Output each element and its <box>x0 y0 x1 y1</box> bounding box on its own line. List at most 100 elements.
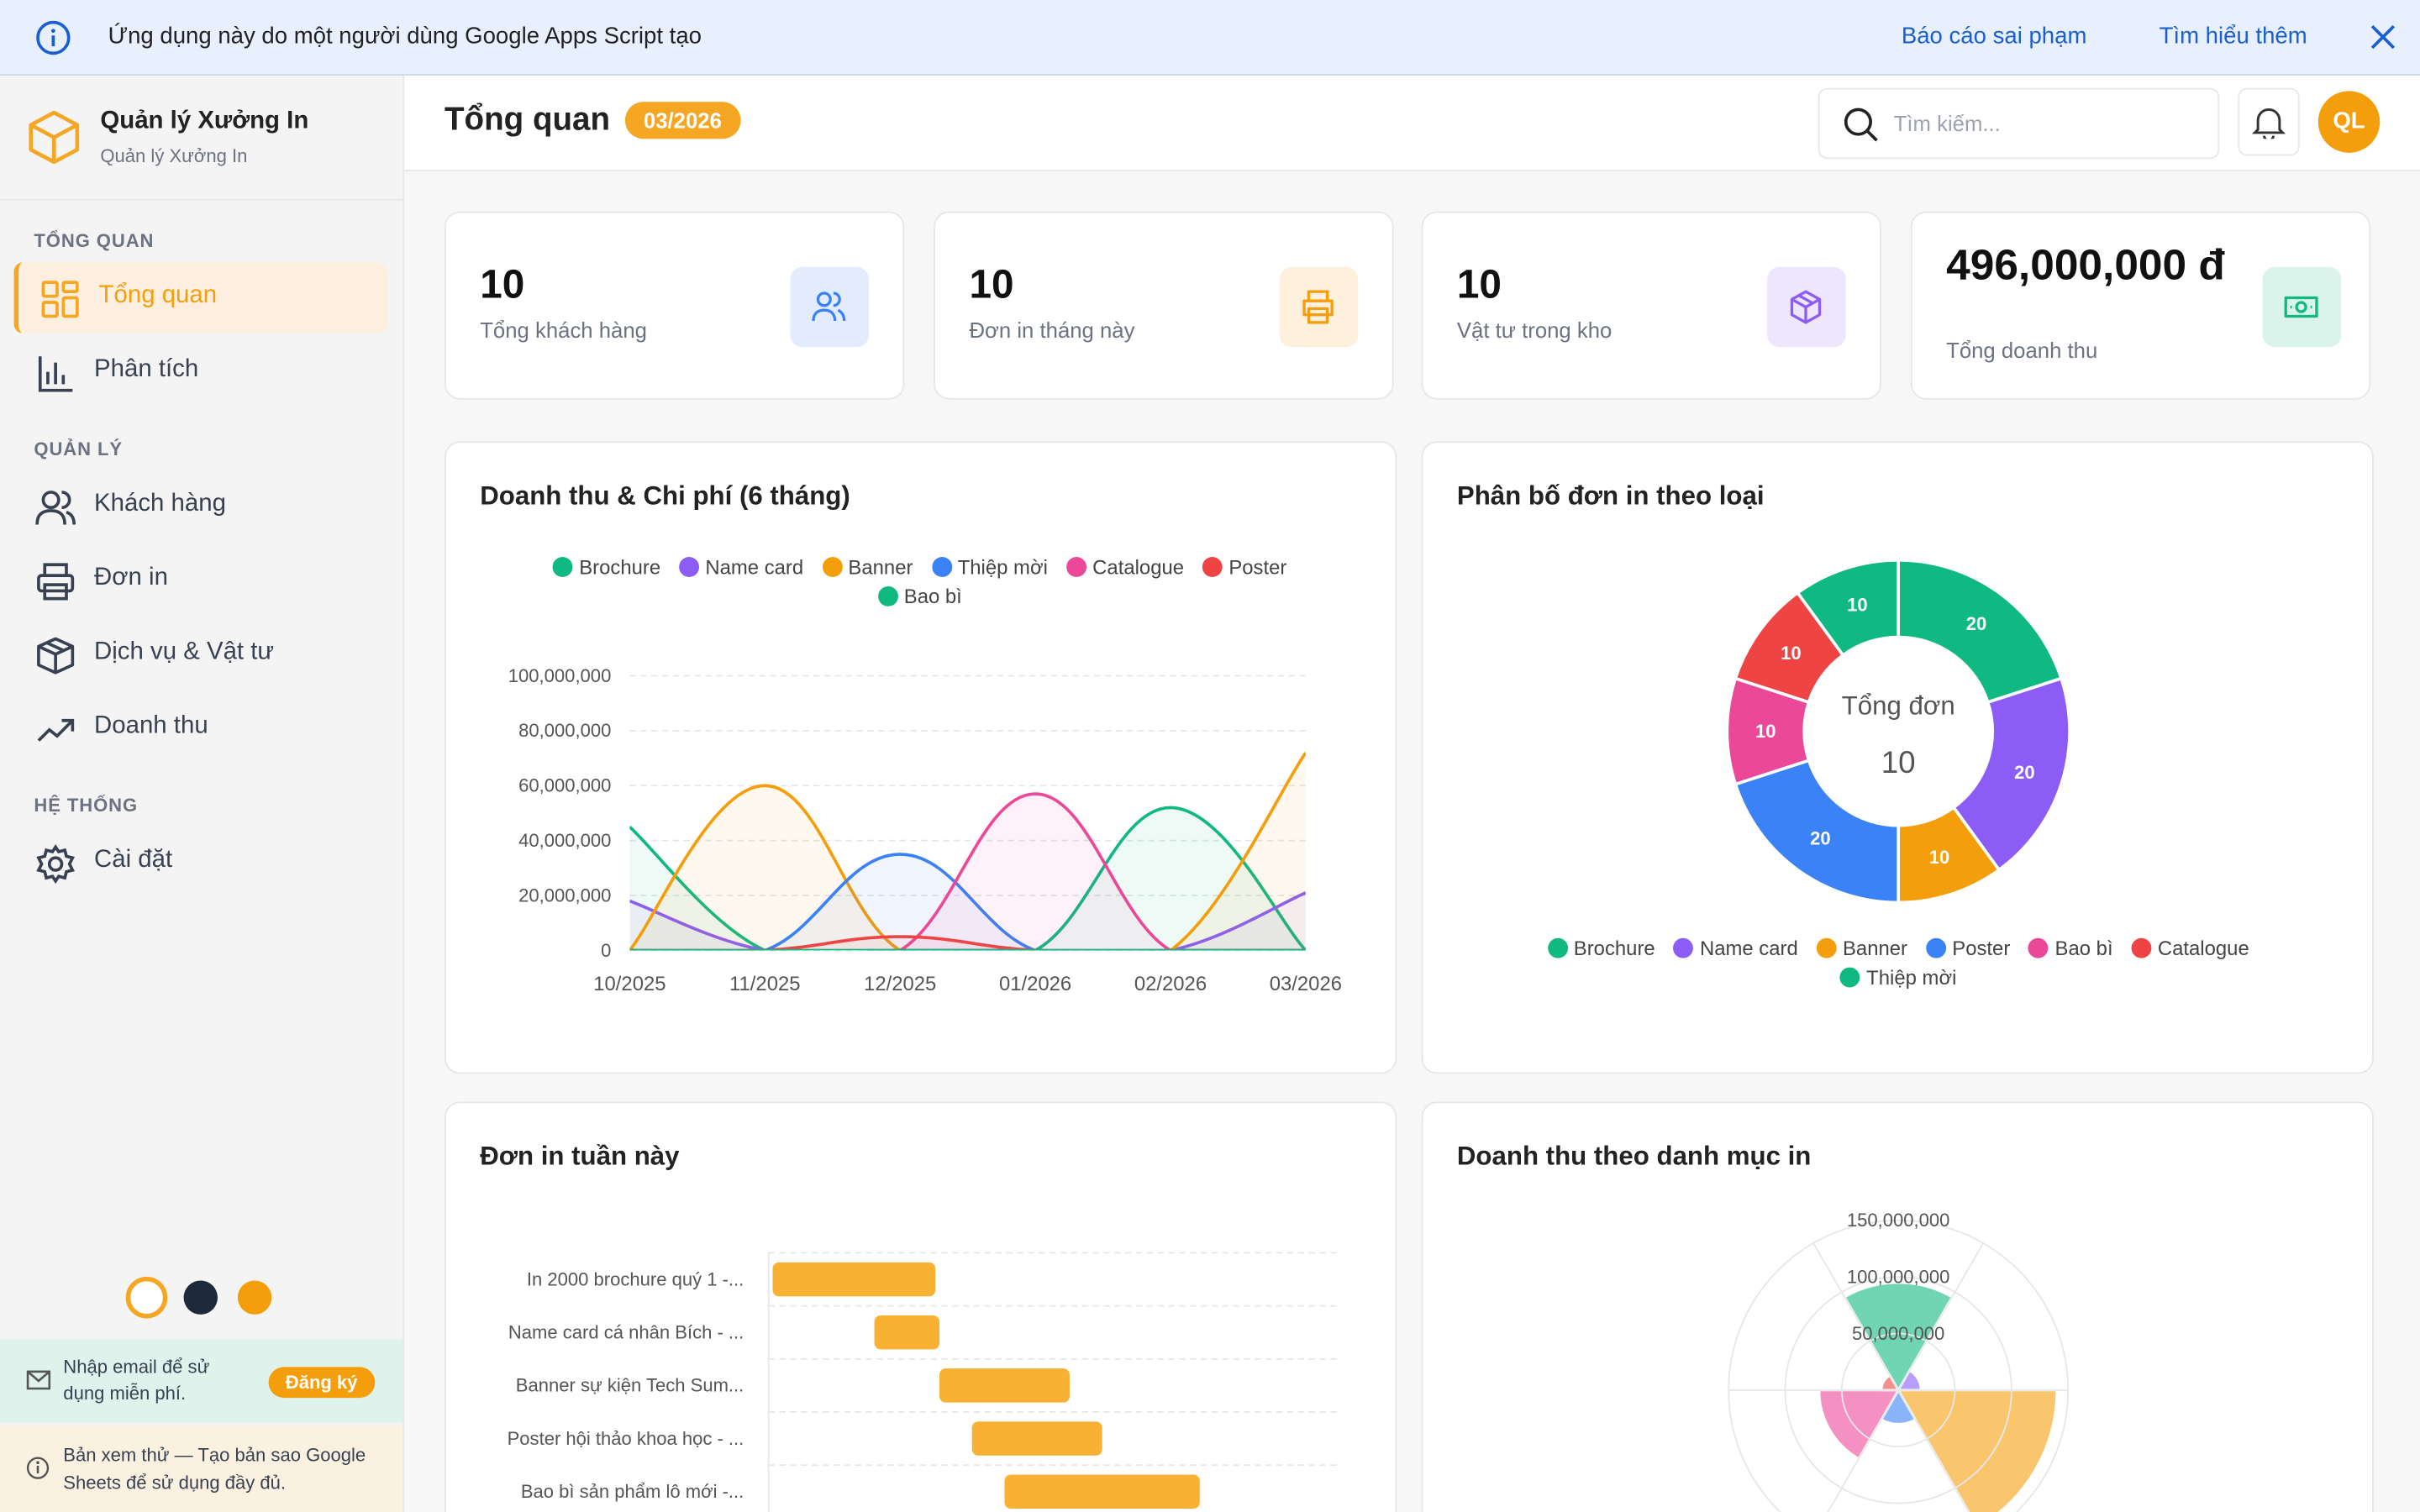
legend-label: Name card <box>1699 936 1798 960</box>
nav-label: Khách hàng <box>94 491 226 517</box>
learn-more-link[interactable]: Tìm hiểu thêm <box>2159 23 2307 50</box>
y-tick-label: Poster hội thảo khoa học - ... <box>508 1428 744 1449</box>
theme-orange[interactable] <box>237 1280 272 1315</box>
info-banner: Ứng dụng này do một người dùng Google Ap… <box>0 0 2420 76</box>
legend-swatch <box>1065 557 1086 577</box>
icon-shape <box>1302 290 1334 324</box>
icon-shape <box>2284 296 2318 318</box>
stat-card: 496,000,000 đ Tổng doanh thu <box>1910 211 2371 400</box>
legend-swatch <box>1839 967 1860 988</box>
legend-label: Thiệp mời <box>957 555 1048 579</box>
brand-title: Quản lý Xưởng In <box>100 108 309 134</box>
series-line <box>629 751 1306 951</box>
nav-item[interactable]: Đơn in <box>14 544 387 615</box>
x-tick-label: 10/2025 <box>593 973 666 995</box>
sidebar: Quản lý Xưởng In Quản lý Xưởng In TỔNG Q… <box>0 76 405 1512</box>
report-link[interactable]: Báo cáo sai phạm <box>1901 23 2087 50</box>
avatar[interactable]: QL <box>2317 91 2381 153</box>
section-title: QUẢN LÝ <box>34 438 124 460</box>
signup-button[interactable]: Đăng ký <box>268 1367 375 1399</box>
theme-light[interactable] <box>125 1276 168 1319</box>
chart: In 2000 brochure quý 1 -... Name card cá … <box>508 1252 1339 1512</box>
legend-label: Banner <box>1843 936 1908 960</box>
nav-item[interactable]: Dịch vụ & Vật tư <box>14 619 387 690</box>
nav-icon <box>35 491 76 525</box>
chart: 0 20,000,000 40,000,000 60,000,000 80,000,00… <box>508 665 1342 995</box>
stat-label: Đơn in tháng này <box>969 318 1135 343</box>
nav-item[interactable]: Tổng quan <box>13 262 388 333</box>
bell-icon <box>2251 108 2286 139</box>
stat-card: 10 Đơn in tháng này <box>934 211 1394 400</box>
stat-icon <box>2262 266 2342 348</box>
chart-title: Doanh thu theo danh mục in <box>1456 1142 1812 1172</box>
period-badge: 03/2026 <box>624 102 740 139</box>
legend-item: Bao bì <box>2028 936 2113 960</box>
series-line <box>629 806 1306 951</box>
legend-label: Catalogue <box>1092 555 1185 579</box>
legend-swatch <box>2131 937 2152 958</box>
y-tick-label: In 2000 brochure quý 1 -... <box>527 1268 744 1289</box>
banner-text: Ứng dụng này do một người dùng Google Ap… <box>108 23 702 50</box>
icon-shape <box>812 291 846 322</box>
legend-label: Bao bì <box>2054 936 2113 960</box>
nav-item[interactable]: Khách hàng <box>14 470 387 541</box>
stat-value: 496,000,000 đ <box>1946 240 2225 289</box>
y-tick-label: 20,000,000 <box>518 885 611 906</box>
angle-line <box>1897 1389 1970 1512</box>
theme-switcher <box>125 1276 272 1319</box>
icon-shape <box>1790 290 1822 324</box>
y-tick-label: Bao bì sản phẩm lô mới -... <box>521 1481 744 1502</box>
close-button[interactable] <box>2369 24 2396 51</box>
nav-item[interactable]: Phân tích <box>14 336 387 407</box>
legend-item: Poster <box>1202 555 1286 579</box>
mail-icon <box>26 1370 51 1390</box>
notification-button[interactable] <box>2238 87 2300 156</box>
chart-title: Doanh thu & Chi phí (6 tháng) <box>480 481 850 511</box>
legend-item: Catalogue <box>1065 555 1185 579</box>
chart-title: Phân bố đơn in theo loại <box>1456 481 1765 511</box>
grid-circle <box>1784 1276 2012 1504</box>
signup-text: Nhập email để sử dụng miễn phí. <box>63 1356 210 1404</box>
notice-text: Bản xem thử — Tạo bản sao Google Sheets … <box>63 1444 366 1494</box>
series-area <box>629 753 1306 951</box>
nav-item[interactable]: Cài đặt <box>14 827 387 897</box>
slice <box>1795 558 1901 658</box>
nav-icon <box>37 563 75 601</box>
legend-item: Thiệp mời <box>931 555 1048 579</box>
legend-item: Thiệp mời <box>1839 966 1956 989</box>
stat-card: 10 Vật tư trong kho <box>1421 211 1881 400</box>
x-tick-label: 02/2026 <box>1134 973 1207 995</box>
legend-label: Banner <box>848 555 913 579</box>
icon <box>812 291 846 322</box>
y-tick-label: 0 <box>601 940 611 961</box>
series-line <box>629 891 1306 951</box>
series-line <box>629 853 1306 951</box>
center-label: Tổng đơn <box>1842 690 1955 720</box>
slice-label: 20 <box>1810 828 1831 849</box>
legend-swatch <box>679 557 700 577</box>
legend-swatch <box>1202 557 1223 577</box>
signup-box: Nhập email để sử dụng miễn phí. Đăng ký <box>0 1339 403 1423</box>
x-tick-label: 03/2026 <box>1270 973 1342 995</box>
legend-swatch <box>931 557 952 577</box>
slice-label: 10 <box>1755 721 1776 742</box>
bar <box>1004 1474 1200 1509</box>
legend-item: Bao bì <box>877 585 962 608</box>
angle-line <box>1897 1242 1984 1391</box>
center-value: 10 <box>1881 745 1916 780</box>
theme-dark[interactable] <box>183 1280 218 1315</box>
chart: 50,000,000 100,000,000 150,000,000 <box>1728 1210 2070 1512</box>
series-area <box>629 854 1306 951</box>
legend-item: Name card <box>679 555 803 579</box>
slice <box>1733 758 1901 905</box>
chart-panel: Phân bố đơn in theo loại 20 20 10 20 10 10 10 Tổ… <box>1421 441 2374 1074</box>
nav-label: Phân tích <box>94 356 199 383</box>
section-title: HỆ THỐNG <box>34 794 139 816</box>
nav-label: Cài đặt <box>94 847 173 874</box>
nav-item[interactable]: Doanh thu <box>14 693 387 764</box>
r-tick-label: 50,000,000 <box>1852 1323 1944 1344</box>
page-title: Tổng quan <box>444 102 611 138</box>
search-box[interactable]: Tìm kiếm... <box>1818 87 2220 160</box>
x-tick-label: 11/2025 <box>729 973 800 995</box>
